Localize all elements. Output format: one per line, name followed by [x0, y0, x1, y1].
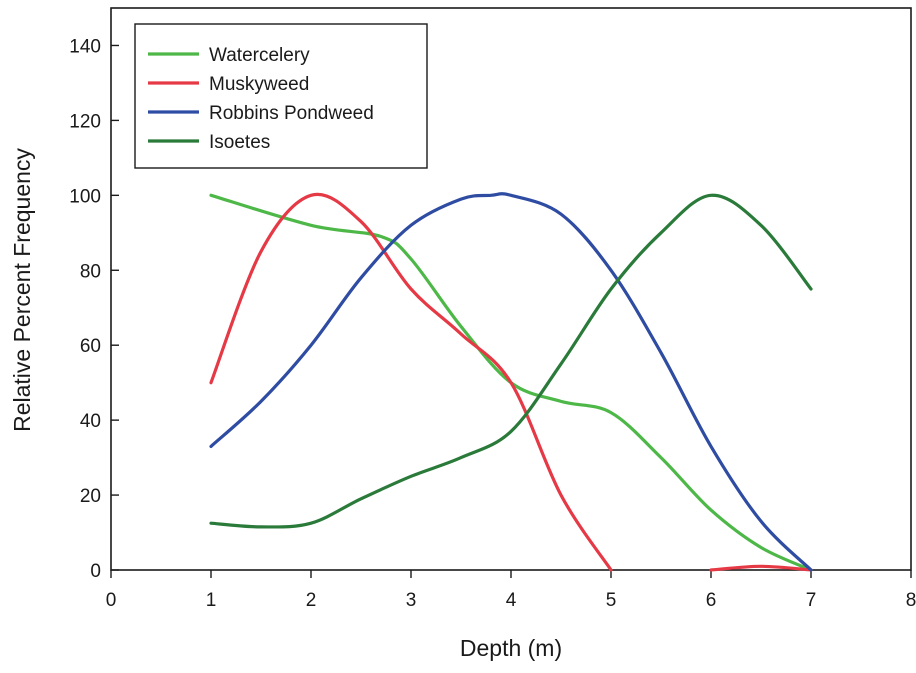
y-tick-label: 80 — [80, 261, 101, 282]
y-tick-label: 40 — [80, 411, 101, 432]
y-tick-label: 20 — [80, 486, 101, 507]
x-axis-title: Depth (m) — [460, 635, 562, 661]
y-tick-label: 60 — [80, 336, 101, 357]
series-line-isoetes — [209, 193, 813, 529]
x-axis: 0 1 2 3 4 5 6 7 8 — [106, 570, 916, 611]
y-axis-title: Relative Percent Frequency — [9, 148, 35, 432]
legend-label-robbins-pondweed: Robbins Pondweed — [209, 103, 374, 124]
legend-label-isoetes: Isoetes — [209, 132, 270, 153]
series-line-muskyweed-2 — [709, 564, 813, 572]
x-tick-label: 3 — [406, 590, 417, 611]
x-tick-label: 0 — [106, 590, 117, 611]
legend: Watercelery Muskyweed Robbins Pondweed Isoe… — [134, 23, 428, 169]
x-tick-label: 2 — [306, 590, 317, 611]
legend-label-muskyweed: Muskyweed — [209, 74, 309, 95]
y-tick-label: 120 — [69, 111, 101, 132]
x-tick-label: 4 — [506, 590, 517, 611]
x-tick-label: 5 — [606, 590, 617, 611]
legend-box — [134, 23, 428, 169]
legend-label-watercelery: Watercelery — [209, 45, 310, 66]
x-tick-label: 1 — [206, 590, 217, 611]
series-line-robbins-pondweed — [209, 192, 813, 572]
x-tick-label: 7 — [806, 590, 817, 611]
series-line-watercelery — [209, 193, 813, 572]
x-tick-label: 6 — [706, 590, 717, 611]
y-tick-label: 0 — [90, 561, 101, 582]
x-tick-label: 8 — [906, 590, 916, 611]
series-line-muskyweed-1 — [209, 192, 613, 572]
series-layer — [209, 192, 813, 572]
y-tick-label: 140 — [69, 36, 101, 57]
y-tick-label: 100 — [69, 186, 101, 207]
y-axis: 0 20 40 60 80 100 120 140 — [69, 36, 119, 582]
